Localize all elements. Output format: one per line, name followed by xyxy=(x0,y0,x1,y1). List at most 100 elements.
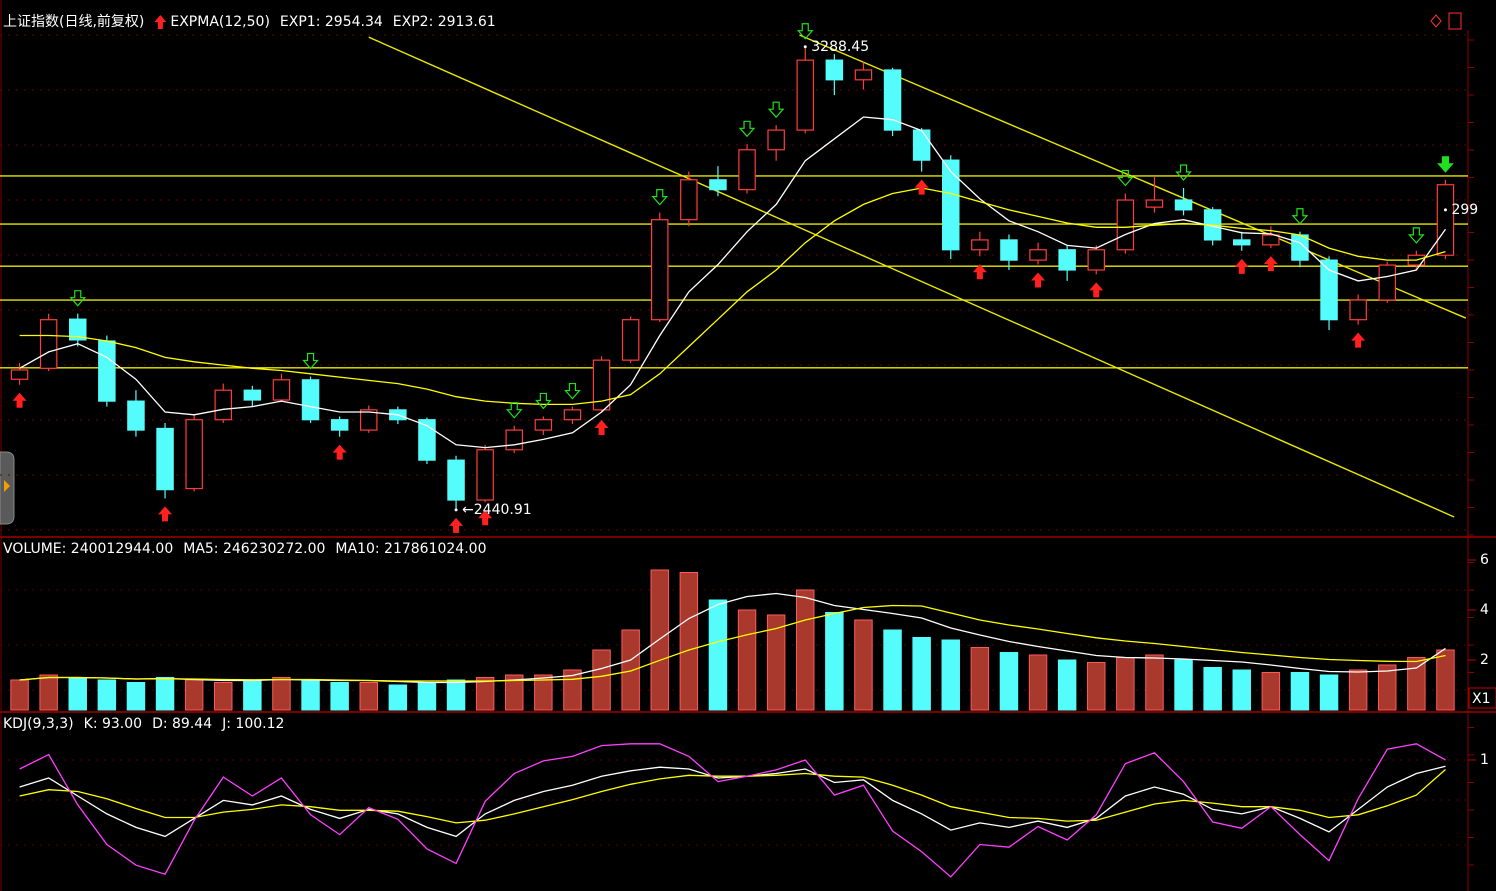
legend-text: EXP2: 2913.61 xyxy=(393,14,496,30)
y-tick-label: 6 xyxy=(1480,552,1489,568)
y-tick-label: 4 xyxy=(1480,602,1489,618)
candle-body xyxy=(534,419,553,431)
candle-body xyxy=(1233,239,1251,246)
volume-bar xyxy=(883,629,902,711)
annotation: 3288.45 xyxy=(811,39,869,55)
candle-body xyxy=(592,359,611,411)
volume-bar xyxy=(330,682,349,711)
candle-body xyxy=(1378,264,1396,301)
candle-body xyxy=(243,389,262,401)
sell-signal xyxy=(1437,156,1454,173)
volume-bar xyxy=(766,614,786,711)
candle-body xyxy=(330,419,349,431)
volume-bar xyxy=(68,677,87,711)
sell-signal xyxy=(69,290,87,307)
sell-signal xyxy=(1408,227,1425,244)
volume-bar xyxy=(475,677,495,711)
candle-body xyxy=(39,319,58,369)
legend-text: J: 100.12 xyxy=(221,716,284,732)
toolbar-icon[interactable] xyxy=(1448,12,1462,30)
volume-bar xyxy=(1087,662,1106,711)
buy-signal xyxy=(914,179,929,195)
toolbar-icon[interactable] xyxy=(1430,14,1442,28)
buy-signal xyxy=(1263,256,1278,272)
volume-bar xyxy=(1436,649,1455,711)
legend-text: MA5: 246230272.00 xyxy=(183,541,325,557)
volume-bar xyxy=(1028,654,1048,711)
volume-bar xyxy=(1290,672,1310,711)
volume-bar xyxy=(126,682,146,711)
sell-signal xyxy=(738,120,756,138)
volume-bar xyxy=(737,609,757,711)
candle-body xyxy=(767,129,785,151)
volume-bar xyxy=(999,652,1019,711)
unit-label: X1 xyxy=(1472,691,1491,707)
legend-text: K: 93.00 xyxy=(84,716,142,732)
candle-body xyxy=(1174,199,1193,211)
volume-bar xyxy=(1232,669,1251,711)
legend-text: 上证指数(日线,前复权) xyxy=(3,13,144,30)
trend-line xyxy=(799,34,1467,319)
volume-bar xyxy=(243,679,262,711)
volume-bar xyxy=(708,599,728,711)
buy-signal xyxy=(594,420,609,436)
volume-bar xyxy=(679,572,699,711)
volume-bar xyxy=(417,682,437,711)
candle-body xyxy=(156,427,174,491)
volume-bar xyxy=(301,679,320,711)
candle-body xyxy=(98,340,116,402)
legend-text: KDJ(9,3,3) xyxy=(3,716,74,732)
candle-body xyxy=(476,449,494,501)
sell-signal xyxy=(302,352,319,370)
volume-bar xyxy=(388,684,408,711)
buy-signal xyxy=(1031,272,1046,288)
candle-body xyxy=(418,419,436,461)
sell-signal xyxy=(767,101,785,119)
candle-body xyxy=(883,69,902,131)
candle-body xyxy=(1087,249,1105,271)
buy-signal xyxy=(1089,282,1104,298)
buy-signal xyxy=(332,444,347,460)
volume-bar xyxy=(1203,667,1222,711)
volume-bar xyxy=(1378,664,1397,711)
volume-bar xyxy=(184,679,204,711)
candle-body xyxy=(360,409,378,431)
plot-layer: 上证指数(日线,前复权) EXPMA(12,50) EXP1: 2954.34 EXP… xyxy=(0,13,1496,878)
volume-bar xyxy=(621,629,640,711)
candle-body xyxy=(301,379,320,421)
volume-bar xyxy=(505,674,524,711)
sell-signal xyxy=(796,23,814,40)
sell-signal xyxy=(564,382,581,400)
series-line xyxy=(19,743,1446,878)
volume-bar xyxy=(534,674,553,711)
series-line xyxy=(19,769,1446,824)
volume-bar xyxy=(854,619,873,711)
legend-text: VOLUME: 240012944.00 xyxy=(3,541,173,557)
buy-signal xyxy=(972,264,987,280)
candle-body xyxy=(1116,199,1135,251)
volume-bar xyxy=(970,647,990,711)
buy-signal xyxy=(158,506,173,522)
annotation: ←2440.91 xyxy=(462,502,532,518)
candle-body xyxy=(214,389,232,421)
volume-bar xyxy=(592,649,611,711)
volume-bar xyxy=(941,639,960,711)
legend-text: MA10: 217861024.00 xyxy=(335,541,486,557)
y-tick-label: 1 xyxy=(1480,752,1489,768)
candle-body xyxy=(796,59,814,131)
candle-body xyxy=(127,400,145,431)
indicator-icon xyxy=(154,15,167,29)
candle-body xyxy=(971,239,989,251)
sell-signal xyxy=(1117,169,1134,187)
candle-body xyxy=(1436,184,1455,256)
series-line xyxy=(19,765,1446,838)
volume-bar xyxy=(650,569,669,711)
volume-bar xyxy=(1145,654,1164,711)
candle-body xyxy=(563,409,582,421)
sell-signal xyxy=(1175,164,1192,181)
candle-body xyxy=(942,159,960,251)
volume-bar xyxy=(214,682,233,711)
legend-text: D: 89.44 xyxy=(152,716,212,732)
candle-body xyxy=(738,149,756,191)
